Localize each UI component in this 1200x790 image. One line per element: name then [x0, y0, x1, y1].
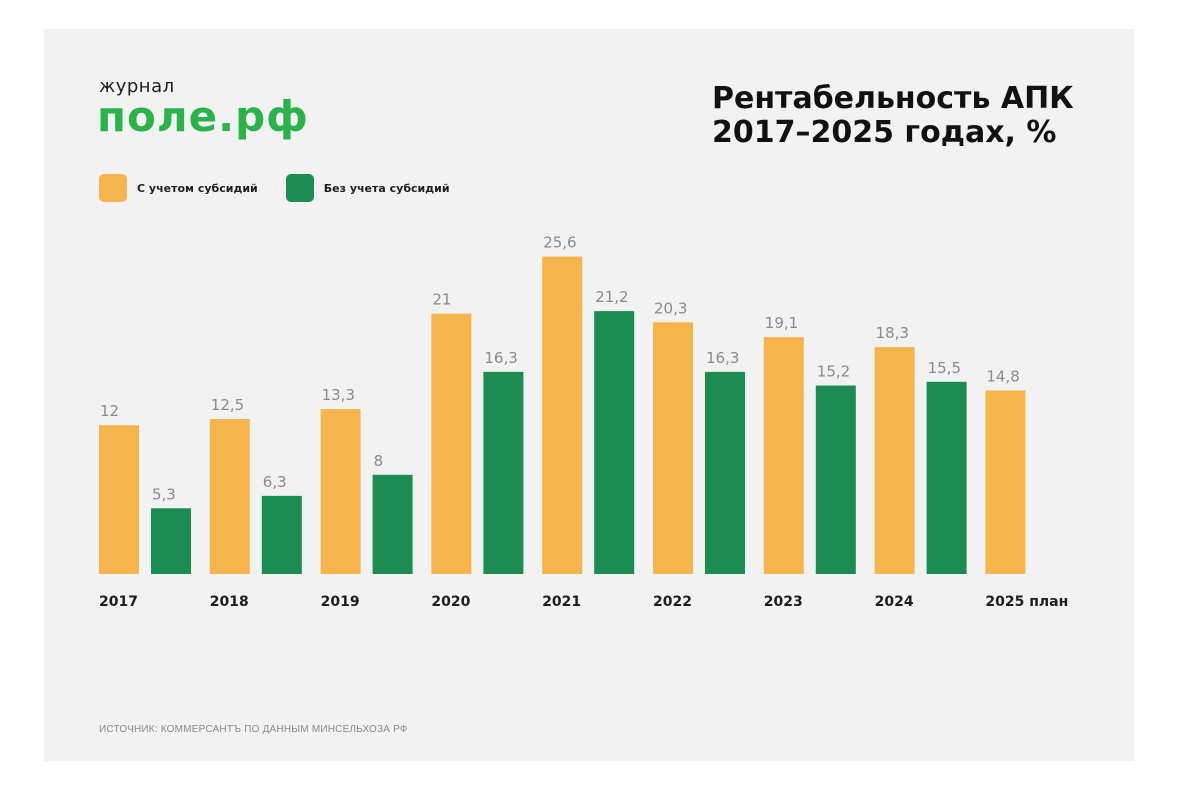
value-label-without-subsidies-2017: 5,3 — [152, 485, 176, 503]
bar-without-subsidies-2021 — [594, 311, 635, 574]
bar-without-subsidies-2022 — [705, 371, 745, 574]
legend-item-with-subsidies: С учетом субсидий — [99, 174, 258, 202]
value-label-without-subsidies-2021: 21,2 — [595, 288, 628, 306]
legend-swatch-with-subsidies — [99, 174, 127, 202]
value-label-with-subsidies-2022: 20,3 — [654, 299, 687, 317]
value-label-with-subsidies-2025-план: 14,8 — [986, 367, 1019, 385]
bar-with-subsidies-2022 — [653, 322, 693, 574]
value-label-with-subsidies-2023: 19,1 — [765, 314, 798, 332]
x-tick-label-2023: 2023 — [764, 594, 803, 610]
bar-with-subsidies-2017 — [99, 425, 139, 574]
x-tick-label-2019: 2019 — [321, 594, 360, 610]
value-label-without-subsidies-2024: 15,5 — [928, 359, 961, 377]
value-label-with-subsidies-2019: 13,3 — [322, 386, 355, 404]
legend-swatch-without-subsidies — [285, 174, 314, 202]
bar-without-subsidies-2020 — [483, 371, 524, 574]
bar-with-subsidies-2021 — [542, 256, 583, 574]
value-label-with-subsidies-2020: 21 — [432, 291, 451, 309]
bar-without-subsidies-2023 — [815, 385, 856, 574]
source-note: ИСТОЧНИК: КОММЕРСАНТЪ ПО ДАННЫМ МИНСЕЛЬХ… — [99, 724, 408, 735]
value-label-without-subsidies-2023: 15,2 — [817, 363, 850, 381]
bar-with-subsidies-2025-план — [985, 390, 1026, 574]
bar-without-subsidies-2019 — [372, 474, 413, 574]
value-label-with-subsidies-2021: 25,6 — [543, 234, 576, 252]
x-tick-label-2017: 2017 — [99, 594, 138, 610]
value-label-without-subsidies-2018: 6,3 — [263, 473, 287, 491]
legend-label-with-subsidies: С учетом субсидий — [137, 181, 258, 195]
legend: С учетом субсидий Без учета субсидий — [99, 174, 478, 202]
x-tick-label-2020: 2020 — [431, 594, 470, 610]
chart-title-line-1: Рентабельность АПК — [712, 81, 1074, 116]
value-label-without-subsidies-2019: 8 — [374, 452, 384, 470]
x-tick-label-2021: 2021 — [542, 594, 581, 610]
value-label-with-subsidies-2017: 12 — [100, 402, 119, 420]
bar-with-subsidies-2020 — [431, 313, 472, 574]
logo-caption: журнал — [99, 76, 175, 97]
legend-label-without-subsidies: Без учета субсидий — [323, 181, 450, 195]
bar-without-subsidies-2017 — [151, 508, 191, 574]
bar-without-subsidies-2018 — [261, 495, 302, 574]
value-label-without-subsidies-2020: 16,3 — [484, 349, 517, 367]
legend-item-without-subsidies: Без учета субсидий — [285, 174, 450, 202]
x-tick-label-2018: 2018 — [210, 594, 249, 610]
x-tick-label-2025-план: 2025 план — [985, 594, 1068, 610]
chart-title: Рентабельность АПК 2017–2025 годах, % — [712, 82, 1112, 150]
bar-with-subsidies-2024 — [874, 347, 915, 574]
value-label-with-subsidies-2018: 12,5 — [211, 396, 244, 414]
x-tick-label-2024: 2024 — [875, 594, 914, 610]
value-label-with-subsidies-2024: 18,3 — [876, 324, 909, 342]
x-tick-label-2022: 2022 — [653, 594, 692, 610]
bar-without-subsidies-2024 — [926, 381, 967, 574]
bar-with-subsidies-2023 — [763, 337, 804, 574]
value-label-without-subsidies-2022: 16,3 — [706, 349, 739, 367]
logo-wordmark: поле.рф — [97, 92, 309, 141]
bar-with-subsidies-2018 — [209, 419, 250, 574]
bar-with-subsidies-2019 — [320, 409, 361, 574]
chart-title-line-2: 2017–2025 годах, % — [712, 115, 1057, 150]
